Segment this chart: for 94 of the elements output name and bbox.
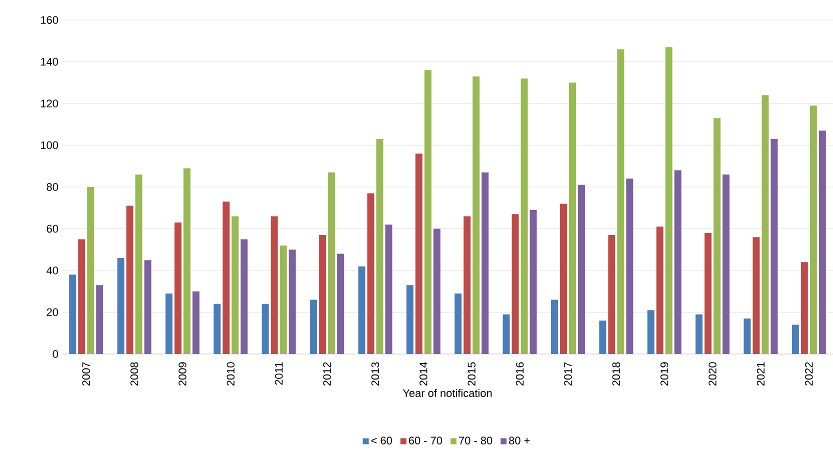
bar <box>280 245 287 354</box>
bar <box>617 49 624 354</box>
y-tick-label: 60 <box>46 224 58 233</box>
bar <box>406 285 414 354</box>
bar <box>818 130 826 354</box>
bar <box>96 285 104 354</box>
bar <box>665 47 672 354</box>
bar <box>762 95 769 354</box>
x-tick-label: 2009 <box>178 362 186 386</box>
bar <box>752 237 760 354</box>
x-tick-label: 2021 <box>756 362 765 386</box>
bar <box>385 224 392 354</box>
bar <box>722 174 730 354</box>
y-tick-label: 100 <box>41 141 58 150</box>
bar <box>530 210 537 354</box>
bar <box>214 304 221 354</box>
bar <box>174 222 182 354</box>
bar <box>792 324 799 354</box>
bar <box>770 138 778 354</box>
bar <box>744 318 751 354</box>
x-tick-label: 2008 <box>130 362 138 386</box>
bar <box>183 168 190 354</box>
bar <box>568 82 576 354</box>
bar <box>415 154 422 354</box>
bar <box>810 106 817 354</box>
bar <box>376 138 384 354</box>
bar <box>192 291 200 354</box>
x-tick-label: 2014 <box>420 362 428 386</box>
x-tick-label: 2010 <box>226 362 235 386</box>
bar <box>520 78 528 354</box>
bar <box>512 214 519 354</box>
bar <box>270 216 278 354</box>
y-tick-label: 0 <box>52 350 58 358</box>
x-tick-label: 2018 <box>612 362 620 386</box>
legend-label: < 60 <box>371 436 392 444</box>
x-tick-label: 2017 <box>564 362 572 386</box>
bar <box>704 232 712 354</box>
bar <box>232 216 239 354</box>
bar <box>472 76 480 354</box>
bar <box>240 239 248 354</box>
y-tick-label: 20 <box>46 308 58 316</box>
legend-label: 80 + <box>509 436 530 444</box>
bar <box>656 226 664 354</box>
bar <box>433 228 440 354</box>
x-tick-label: 2020 <box>708 362 716 386</box>
x-tick-label: 2022 <box>805 362 813 386</box>
bar <box>165 293 172 354</box>
bar <box>144 260 152 354</box>
bar <box>367 193 374 354</box>
y-tick-label: 40 <box>46 266 58 274</box>
y-tick-label: 120 <box>41 100 58 108</box>
x-tick-label: 2007 <box>82 362 90 386</box>
bar <box>288 250 296 354</box>
bar <box>696 314 703 354</box>
x-tick-label: 2015 <box>468 362 476 386</box>
bar <box>358 266 366 354</box>
bar <box>117 258 124 354</box>
x-tick-label: 2011 <box>274 362 283 385</box>
bar <box>482 172 489 354</box>
bar <box>550 300 558 354</box>
bar <box>578 184 585 354</box>
bar <box>126 206 134 354</box>
y-tick-label: 160 <box>41 16 58 24</box>
x-tick-label: 2013 <box>371 362 380 386</box>
bar <box>608 235 616 354</box>
bar <box>78 239 86 354</box>
bar <box>502 314 510 354</box>
y-tick-label: 80 <box>46 183 58 191</box>
x-tick-label: 2016 <box>516 362 524 386</box>
bar <box>69 274 76 354</box>
bar <box>464 216 471 354</box>
bar <box>222 202 230 354</box>
bar <box>87 187 94 354</box>
bar <box>424 70 432 354</box>
x-tick-label: 2012 <box>323 362 331 386</box>
bar <box>337 254 344 354</box>
bar <box>319 235 326 354</box>
bar <box>262 304 269 354</box>
bar <box>674 170 682 354</box>
legend-label: 70 - 80 <box>459 436 492 444</box>
x-axis-title: Year of notification <box>402 388 492 398</box>
bar <box>560 204 567 354</box>
bar <box>714 118 721 354</box>
legend-label: 60 - 70 <box>408 436 442 444</box>
bar <box>135 174 142 354</box>
bar <box>328 172 336 354</box>
bar <box>647 310 654 354</box>
y-tick-label: 140 <box>41 58 58 66</box>
x-tick-label: 2019 <box>660 362 668 386</box>
bar <box>454 293 462 354</box>
bar <box>310 300 318 354</box>
bar <box>626 178 634 354</box>
bar <box>800 262 808 354</box>
bar <box>599 320 606 354</box>
